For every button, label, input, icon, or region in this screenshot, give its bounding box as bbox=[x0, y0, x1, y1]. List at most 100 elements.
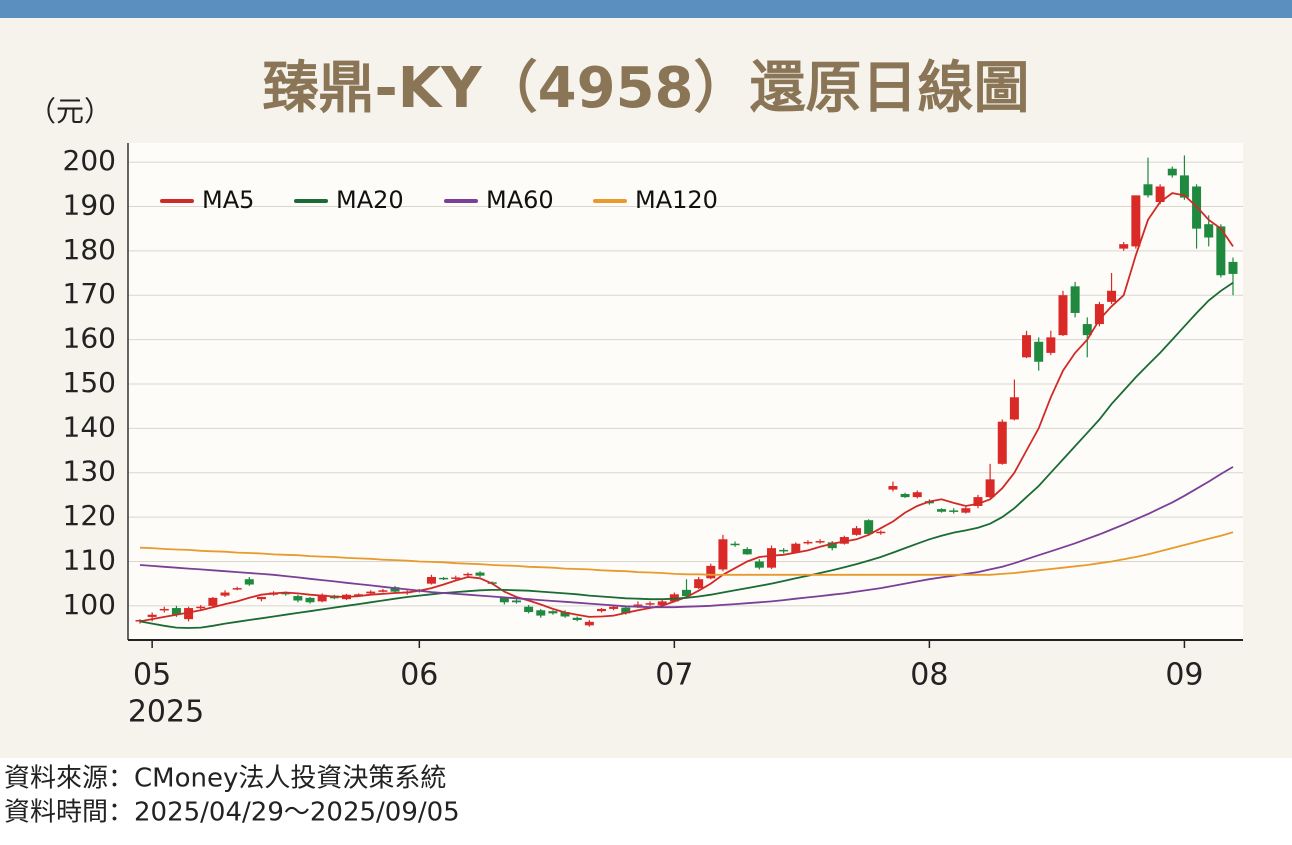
candle-body bbox=[730, 543, 740, 546]
candle-body bbox=[645, 603, 655, 605]
candle-body bbox=[973, 497, 983, 506]
candle-body bbox=[584, 621, 594, 626]
candle-body bbox=[281, 592, 291, 595]
candle-body bbox=[694, 579, 704, 589]
x-tick-label: 05 bbox=[133, 658, 171, 693]
candle-body bbox=[1155, 186, 1165, 203]
candle-body bbox=[1228, 261, 1238, 274]
candle-body bbox=[803, 541, 813, 544]
candle-body bbox=[560, 612, 570, 617]
y-tick-label: 170 bbox=[63, 277, 116, 310]
candle-body bbox=[718, 539, 728, 570]
candle-body bbox=[791, 543, 801, 553]
candle-body bbox=[609, 606, 619, 609]
legend-label: MA5 bbox=[202, 186, 254, 214]
x-tick-label: 06 bbox=[400, 658, 438, 693]
candle-body bbox=[293, 596, 303, 601]
candle-body bbox=[1179, 175, 1189, 198]
legend-label: MA120 bbox=[635, 186, 718, 214]
candle-body bbox=[839, 537, 849, 544]
candle-body bbox=[1167, 168, 1177, 176]
x-tick-label: 08 bbox=[910, 658, 948, 693]
y-axis-label: （元） bbox=[28, 95, 112, 128]
date-range-note: 資料時間：2025/04/29～2025/09/05 bbox=[4, 798, 460, 828]
candle-body bbox=[1216, 226, 1226, 276]
candle-body bbox=[548, 611, 558, 614]
candle-body bbox=[706, 565, 716, 579]
y-tick-label: 130 bbox=[63, 455, 116, 488]
candle-body bbox=[1058, 295, 1068, 336]
candle-body bbox=[657, 601, 667, 605]
candle-body bbox=[366, 591, 376, 594]
candle-body bbox=[621, 607, 631, 614]
y-tick-label: 190 bbox=[63, 188, 116, 221]
candle-body bbox=[1082, 324, 1092, 336]
candle-body bbox=[1094, 304, 1104, 325]
y-tick-label: 110 bbox=[63, 543, 116, 576]
y-tick-label: 100 bbox=[63, 588, 116, 621]
year-label: 2025 bbox=[128, 695, 204, 730]
candle-body bbox=[184, 608, 194, 620]
candle-body bbox=[985, 479, 995, 498]
ma-lines bbox=[139, 192, 1234, 629]
legend-label: MA20 bbox=[336, 186, 404, 214]
candle-body bbox=[596, 608, 606, 612]
candle-body bbox=[742, 549, 752, 555]
top-bar bbox=[0, 0, 1292, 18]
candle-body bbox=[852, 528, 862, 535]
candle-body bbox=[232, 588, 242, 590]
candle-body bbox=[305, 597, 315, 603]
candle-body bbox=[511, 600, 521, 603]
candle-body bbox=[779, 549, 789, 552]
candle-body bbox=[171, 608, 181, 615]
candle-body bbox=[827, 542, 837, 549]
candles bbox=[135, 155, 1238, 627]
y-tick-label: 160 bbox=[63, 322, 116, 355]
ma-line bbox=[139, 531, 1234, 576]
candle-body bbox=[390, 587, 400, 592]
candle-body bbox=[633, 604, 643, 607]
candle-body bbox=[426, 576, 436, 584]
candle-body bbox=[767, 548, 777, 568]
candle-body bbox=[912, 492, 922, 498]
candle-body bbox=[256, 596, 266, 600]
candle-body bbox=[754, 561, 764, 568]
candle-body bbox=[536, 610, 546, 616]
candle-body bbox=[1034, 341, 1044, 362]
candle-body bbox=[1119, 244, 1129, 249]
candle-body bbox=[451, 577, 461, 579]
candle-body bbox=[499, 597, 509, 603]
candle-body bbox=[354, 594, 364, 596]
chart-title: 臻鼎-KY（4958）還原日線圖 bbox=[262, 56, 1029, 121]
legend-label: MA60 bbox=[486, 186, 554, 214]
y-tick-label: 120 bbox=[63, 499, 116, 532]
source-note: 資料來源：CMoney法人投資決策系統 bbox=[4, 764, 446, 794]
candle-body bbox=[159, 608, 169, 611]
candle-body bbox=[572, 617, 582, 621]
candle-body bbox=[682, 589, 691, 597]
y-tick-label: 150 bbox=[63, 366, 116, 399]
candle-body bbox=[864, 520, 874, 534]
candle-body bbox=[1022, 335, 1032, 358]
candle-body bbox=[1046, 337, 1056, 353]
candle-body bbox=[1131, 195, 1141, 247]
candle-body bbox=[961, 508, 971, 513]
candle-body bbox=[815, 541, 825, 543]
candle-body bbox=[1204, 224, 1214, 238]
candle-body bbox=[196, 606, 206, 609]
y-tick-label: 180 bbox=[63, 233, 116, 266]
candle-body bbox=[997, 421, 1007, 464]
ma-line bbox=[139, 466, 1234, 609]
y-tick-label: 140 bbox=[63, 410, 116, 443]
candle-body bbox=[1107, 290, 1117, 302]
plot-area bbox=[128, 143, 1243, 640]
candle-body bbox=[147, 614, 157, 617]
candle-body bbox=[876, 531, 886, 534]
candle-body bbox=[888, 486, 898, 490]
candle-body bbox=[937, 509, 947, 512]
candle-body bbox=[1070, 286, 1080, 313]
legend: MA5 MA20 MA60 MA120 bbox=[160, 186, 718, 214]
candle-body bbox=[949, 510, 959, 512]
ma-line bbox=[139, 282, 1234, 629]
